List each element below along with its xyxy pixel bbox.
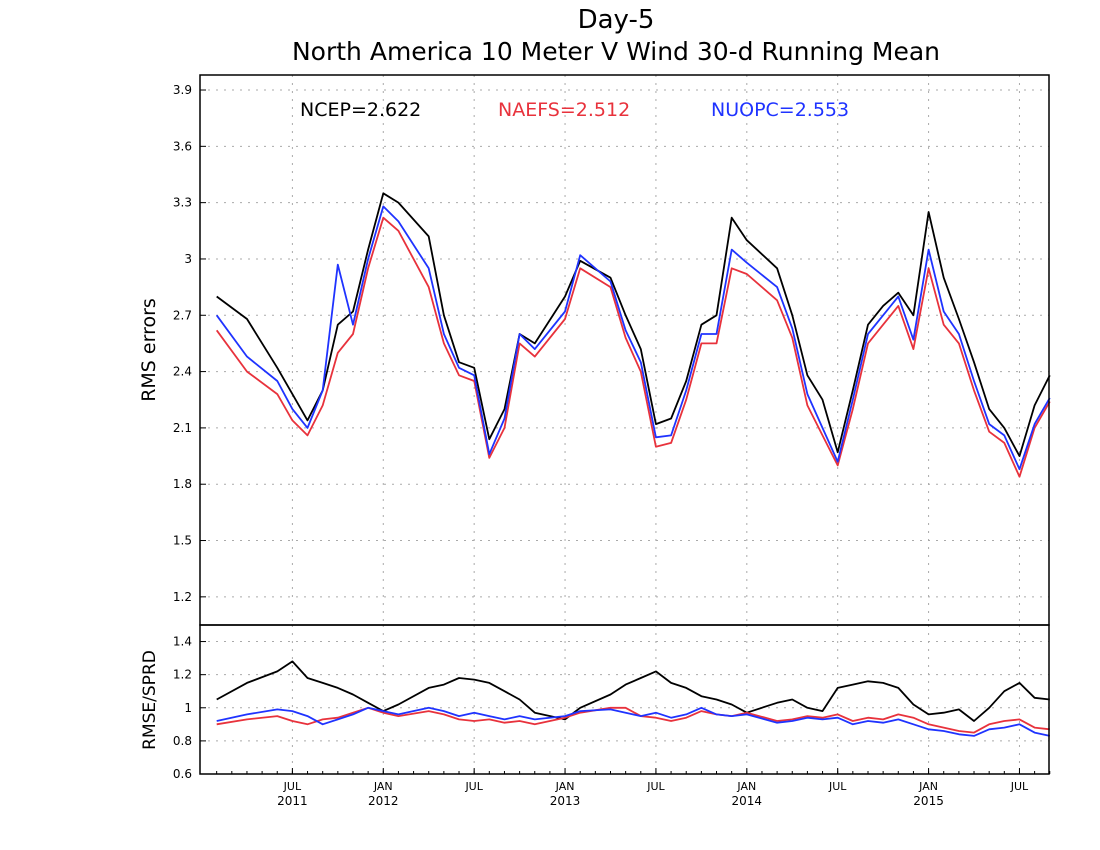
top-y-tick-label: 2.4 [173, 365, 192, 379]
top-y-ticks: 1.2 1.5 1.8 2.1 2.4 2.7 3 3.3 3.6 3.9 [173, 83, 206, 604]
top-series-line-ncep [216, 192, 1051, 458]
x-tick-label-year: 2014 [732, 794, 763, 808]
bottom-plot-frame [199, 624, 1050, 775]
top-series-line-naefs [215, 216, 1051, 478]
bottom-y-tick-label: 1.4 [173, 635, 192, 649]
x-tick-label-month: JUL [1010, 780, 1029, 793]
top-y-tick-label: 2.7 [173, 308, 192, 322]
top-y-tick-label: 1.2 [173, 590, 192, 604]
bottom-y-tick-label: 1.2 [173, 668, 192, 682]
bottom-series-line-nuopc [216, 706, 1050, 737]
top-y-tick-label: 1.5 [173, 534, 192, 548]
top-series-line-nuopc [215, 205, 1051, 471]
legend-item-naefs: NAEFS=2.512 [498, 99, 630, 121]
x-tick-label-month: JAN [736, 780, 756, 793]
chart-title: Day-5 [578, 5, 655, 35]
top-y-tick-label: 3.9 [173, 83, 192, 97]
legend: NCEP=2.622 NAEFS=2.512 NUOPC=2.553 [300, 99, 849, 121]
bottom-y-axis-label: RMSE/SPRD [140, 650, 160, 750]
x-tick-label-month: JUL [283, 780, 302, 793]
top-panel: 1.21.51.82.12.42.733.33.63.9 NCEP=2.622 N… [138, 75, 1051, 625]
bottom-series-lines [216, 660, 1050, 737]
top-gridlines [200, 75, 1049, 625]
bottom-gridlines [200, 625, 1049, 775]
top-y-tick-label: 2.1 [173, 421, 192, 435]
x-tick-label-month: JUL [464, 780, 483, 793]
x-tick-label-year: 2013 [550, 794, 581, 808]
bottom-y-tick-label: 1 [184, 701, 192, 715]
x-tick-label-year: 2015 [913, 794, 944, 808]
top-y-tick-label: 1.8 [173, 477, 192, 491]
x-tick-label-month: JUL [646, 780, 665, 793]
top-y-tick-label: 3 [184, 252, 192, 266]
x-tick-label-month: JAN [918, 780, 938, 793]
bottom-y-tick-label: 0.6 [173, 767, 192, 781]
legend-item-nuopc: NUOPC=2.553 [711, 99, 849, 121]
top-series-lines [215, 192, 1051, 478]
x-tick-label-year: 2012 [368, 794, 399, 808]
chart-subtitle: North America 10 Meter V Wind 30-d Runni… [292, 37, 940, 66]
top-y-tick-label: 3.6 [173, 139, 192, 153]
legend-item-ncep: NCEP=2.622 [300, 99, 421, 121]
x-tick-label-year: 2011 [277, 794, 308, 808]
top-y-axis-label: RMS errors [138, 298, 160, 402]
top-y-tick-label: 3.3 [173, 196, 192, 210]
bottom-y-tick-label: 0.8 [173, 734, 192, 748]
x-tick-label-month: JUL [828, 780, 847, 793]
bottom-series-line-ncep [216, 660, 1050, 722]
x-tick-label-month: JAN [373, 780, 393, 793]
bottom-y-ticks: 0.6 0.8 1 1.2 1.4 [173, 635, 206, 781]
x-tick-label-month: JAN [555, 780, 575, 793]
